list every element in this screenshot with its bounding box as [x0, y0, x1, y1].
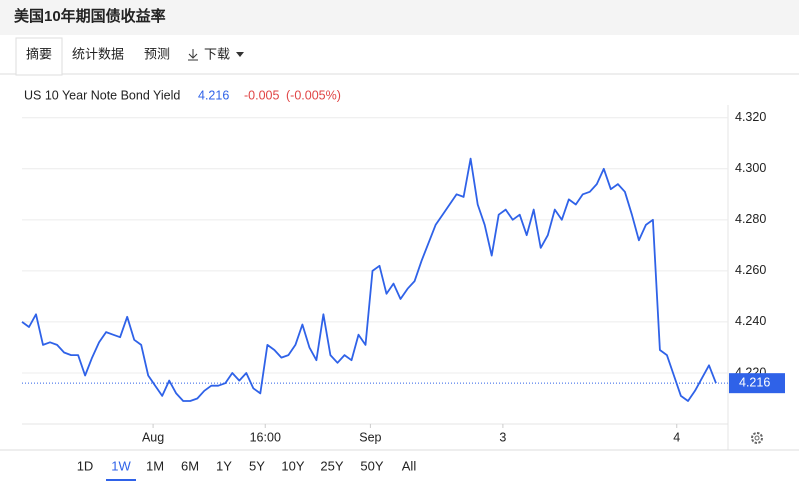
y-tick-label: 4.240	[735, 314, 766, 328]
x-tick-label: Aug	[142, 430, 164, 444]
y-tick-label: 4.260	[735, 263, 766, 277]
page-title: 美国10年期国债收益率	[14, 7, 166, 25]
legend-change-percent: (-0.005%)	[286, 88, 341, 102]
dropdown-arrow	[236, 52, 244, 57]
x-tick-label: 3	[499, 430, 506, 444]
y-tick-label: 4.280	[735, 212, 766, 226]
gear	[751, 432, 763, 444]
settings-icon[interactable]	[751, 432, 763, 444]
y-tick-label: 4.300	[735, 161, 766, 175]
range-button[interactable]: 1D	[77, 458, 94, 473]
range-button[interactable]: 1W	[111, 458, 131, 473]
range-button[interactable]: 1M	[146, 458, 164, 473]
range-button[interactable]: 5Y	[249, 458, 265, 473]
range-button[interactable]: 6M	[181, 458, 199, 473]
legend-change: -0.005	[244, 88, 279, 102]
y-tick-label: 4.320	[735, 110, 766, 124]
range-button[interactable]: 1Y	[216, 458, 232, 473]
x-tick-label: 4	[673, 430, 680, 444]
tab[interactable]: 下载	[204, 46, 230, 61]
tab[interactable]: 摘要	[26, 46, 52, 61]
tab[interactable]: 统计数据	[72, 46, 124, 61]
current-value-label: 4.216	[739, 375, 770, 389]
line-series	[21, 157, 717, 402]
range-button[interactable]: 25Y	[320, 458, 343, 473]
tab[interactable]: 预测	[144, 46, 170, 61]
range-button[interactable]: 50Y	[360, 458, 383, 473]
range-button[interactable]: 10Y	[281, 458, 304, 473]
legend-name: US 10 Year Note Bond Yield	[24, 88, 180, 102]
range-button[interactable]: All	[402, 458, 417, 473]
download-icon	[188, 49, 198, 61]
gear-hole	[754, 435, 760, 441]
legend-value: 4.216	[198, 88, 229, 102]
x-tick-label: 16:00	[250, 430, 281, 444]
title-bar	[0, 0, 799, 35]
current-value-box	[729, 373, 785, 394]
tab-selected	[15, 37, 63, 76]
x-tick-label: Sep	[359, 430, 381, 444]
